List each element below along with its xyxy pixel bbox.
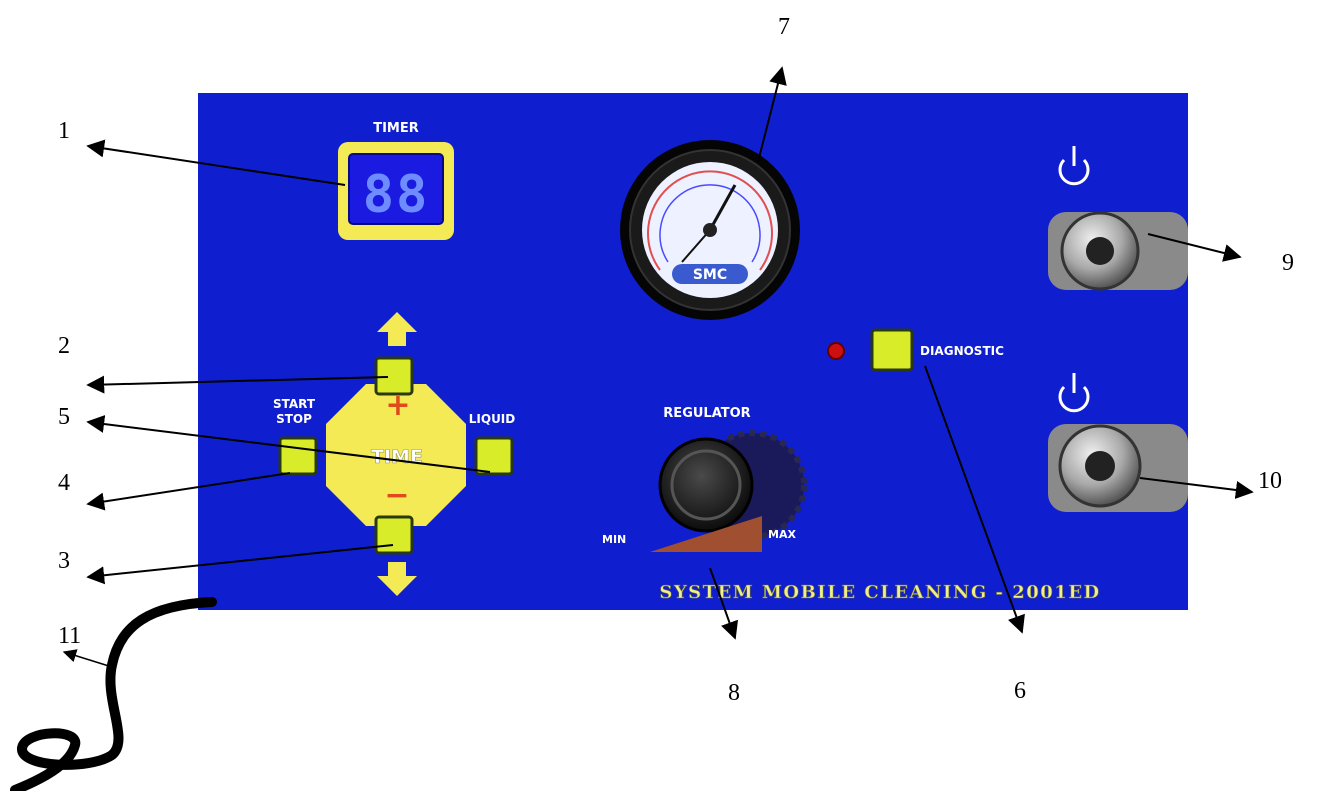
stop-label: STOP: [276, 412, 312, 426]
diagnostic-button[interactable]: [870, 328, 914, 372]
timer-screen: [348, 153, 444, 225]
time-minus-sign: −: [384, 478, 409, 513]
pressure-gauge: [620, 140, 800, 320]
gauge-brand: SMC: [693, 267, 727, 283]
timer-label: TIMER: [373, 121, 419, 136]
cable: [10, 597, 217, 791]
start-label: START: [273, 397, 316, 411]
callout-6: 6: [1014, 678, 1026, 704]
liquid-label: LIQUID: [469, 412, 516, 426]
callout-1: 1: [58, 118, 70, 144]
diagnostic-label: DIAGNOSTIC: [920, 344, 1004, 358]
quick-coupling-top[interactable]: [1048, 211, 1188, 291]
diagnostic-led: [827, 342, 845, 360]
time-plus-button[interactable]: [374, 356, 414, 396]
callout-arrow-4: [86, 472, 291, 511]
callout-arrow-5: [86, 415, 491, 473]
callout-2: 2: [58, 333, 70, 359]
callout-arrow-9: [1147, 233, 1242, 262]
regulator-knob[interactable]: [658, 437, 754, 533]
callout-5: 5: [58, 404, 70, 430]
callout-7: 7: [778, 14, 790, 40]
power-icon: [1058, 146, 1090, 186]
quick-coupling-bottom[interactable]: [1048, 424, 1188, 512]
power-icon: [1058, 373, 1090, 413]
callout-4: 4: [58, 470, 70, 496]
callout-arrow-10: [1139, 477, 1254, 499]
callout-11: 11: [58, 623, 81, 649]
timer-display: 88: [363, 165, 430, 225]
callout-arrow-8: [709, 567, 739, 640]
callout-8: 8: [728, 680, 740, 706]
callout-arrow-2: [86, 375, 389, 394]
callout-arrow-1: [86, 139, 346, 186]
min-label: MIN: [602, 533, 626, 546]
callout-arrow-3: [86, 544, 394, 585]
time-octagon: [326, 384, 466, 526]
callout-arrow-11: [62, 649, 113, 668]
regulator-knob-cap: [670, 449, 742, 521]
callout-10: 10: [1258, 468, 1282, 494]
time-label: TIME: [371, 446, 423, 468]
callout-arrow-6: [924, 365, 1025, 634]
callout-arrow-7: [757, 66, 787, 163]
arrow-down-icon: [377, 562, 417, 596]
time-minus-button[interactable]: [374, 515, 414, 555]
max-label: MAX: [768, 528, 796, 541]
callout-3: 3: [58, 548, 70, 574]
regulator-label: REGULATOR: [663, 406, 750, 421]
start-stop-button[interactable]: [278, 436, 318, 476]
arrow-up-icon: [377, 312, 417, 346]
liquid-button[interactable]: [474, 436, 514, 476]
callout-9: 9: [1282, 250, 1294, 276]
footer-title: SYSTEM MOBILE CLEANING - 2001ED: [659, 582, 1100, 603]
regulator-scale-wedge: [650, 516, 762, 552]
